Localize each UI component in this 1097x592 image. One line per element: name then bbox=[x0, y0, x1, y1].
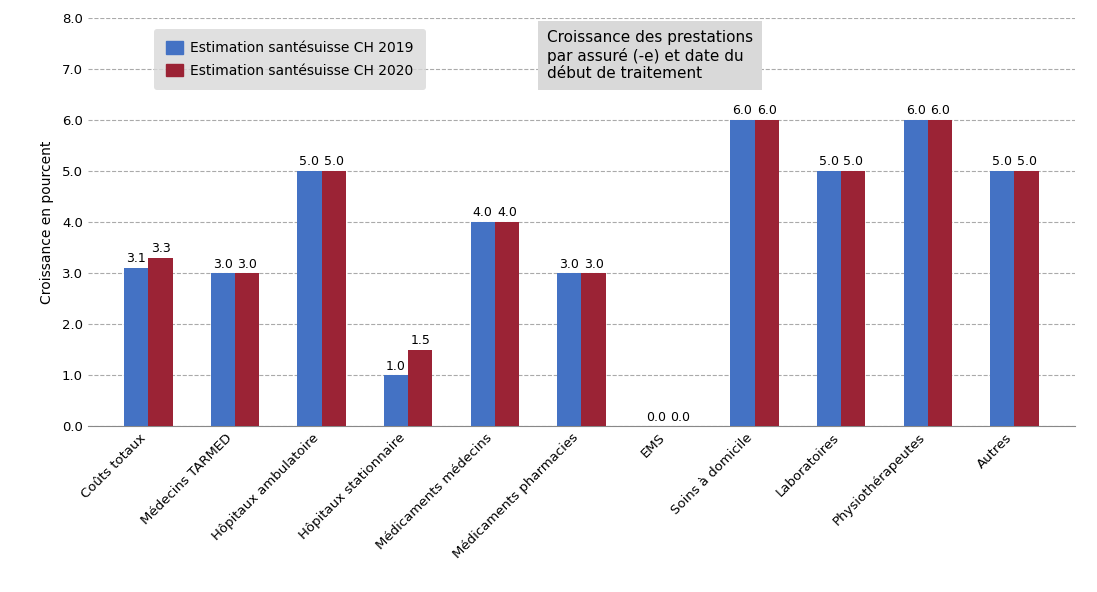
Bar bbox=[581, 273, 606, 426]
Bar bbox=[148, 258, 172, 426]
Bar bbox=[321, 171, 346, 426]
Bar bbox=[1015, 171, 1039, 426]
Bar bbox=[471, 222, 495, 426]
Bar bbox=[211, 273, 235, 426]
Bar bbox=[731, 120, 755, 426]
Text: 5.0: 5.0 bbox=[1017, 155, 1037, 168]
Bar bbox=[408, 350, 432, 426]
Bar bbox=[495, 222, 519, 426]
Text: 0.0: 0.0 bbox=[646, 411, 666, 424]
Text: 0.0: 0.0 bbox=[670, 411, 690, 424]
Text: 5.0: 5.0 bbox=[993, 155, 1013, 168]
Text: 4.0: 4.0 bbox=[473, 207, 493, 220]
Bar bbox=[557, 273, 581, 426]
Bar bbox=[124, 268, 148, 426]
Text: 4.0: 4.0 bbox=[497, 207, 517, 220]
Text: 3.1: 3.1 bbox=[126, 252, 146, 265]
Bar bbox=[928, 120, 952, 426]
Bar bbox=[904, 120, 928, 426]
Text: 3.0: 3.0 bbox=[584, 258, 603, 271]
Bar bbox=[297, 171, 321, 426]
Bar bbox=[755, 120, 779, 426]
Text: 5.0: 5.0 bbox=[819, 155, 839, 168]
Text: 6.0: 6.0 bbox=[930, 104, 950, 117]
Y-axis label: Croissance en pourcent: Croissance en pourcent bbox=[39, 140, 54, 304]
Text: 1.0: 1.0 bbox=[386, 359, 406, 372]
Bar bbox=[991, 171, 1015, 426]
Text: 6.0: 6.0 bbox=[757, 104, 777, 117]
Text: 6.0: 6.0 bbox=[906, 104, 926, 117]
Text: 1.5: 1.5 bbox=[410, 334, 430, 347]
Text: 3.0: 3.0 bbox=[237, 258, 257, 271]
Text: Croissance des prestations
par assuré (-e) et date du
début de traitement: Croissance des prestations par assuré (-… bbox=[546, 30, 753, 81]
Legend: Estimation santésuisse CH 2019, Estimation santésuisse CH 2020: Estimation santésuisse CH 2019, Estimati… bbox=[154, 29, 426, 90]
Text: 6.0: 6.0 bbox=[733, 104, 753, 117]
Text: 3.0: 3.0 bbox=[559, 258, 579, 271]
Bar bbox=[841, 171, 866, 426]
Bar bbox=[384, 375, 408, 426]
Text: 5.0: 5.0 bbox=[299, 155, 319, 168]
Text: 5.0: 5.0 bbox=[324, 155, 343, 168]
Bar bbox=[817, 171, 841, 426]
Bar bbox=[235, 273, 259, 426]
Text: 3.0: 3.0 bbox=[213, 258, 233, 271]
Text: 3.3: 3.3 bbox=[150, 242, 170, 255]
Text: 5.0: 5.0 bbox=[844, 155, 863, 168]
